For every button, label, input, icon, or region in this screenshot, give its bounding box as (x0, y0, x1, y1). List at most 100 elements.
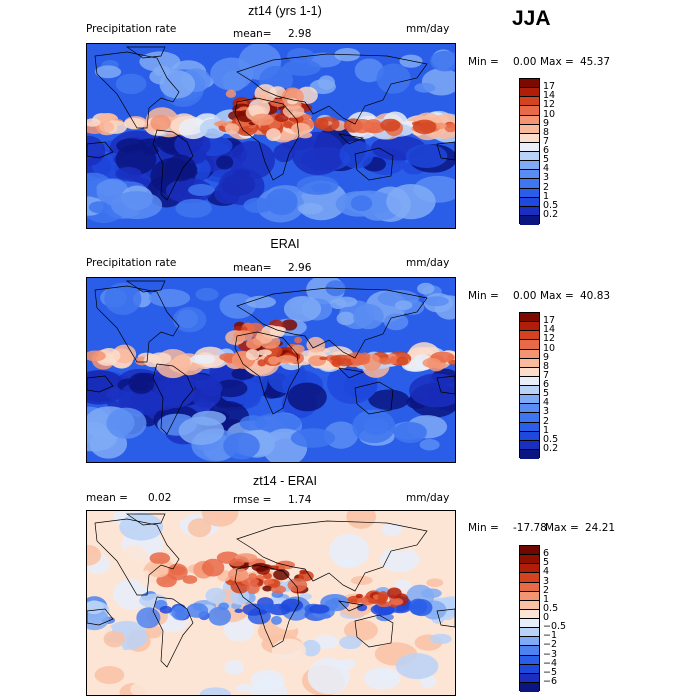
colorbar-swatch (520, 449, 539, 459)
colorbar-swatch (520, 115, 539, 125)
field-patch (287, 382, 327, 412)
field-patch (356, 597, 369, 604)
field-patch (355, 593, 363, 599)
field-patch (104, 282, 142, 315)
colorbar-tick-label: 14 (543, 324, 556, 336)
colorbar-tick-label: 3 (543, 172, 550, 184)
panel2-max-label: Max = (540, 290, 574, 302)
field-patch (363, 667, 401, 690)
panel3-min-label: Min = (468, 522, 499, 534)
field-patch (159, 70, 196, 99)
coastline (87, 375, 114, 393)
field-patch (378, 357, 392, 365)
coastline (236, 53, 428, 125)
colorbar-swatch (520, 682, 539, 692)
panel2-field-label: Precipitation rate (86, 257, 177, 269)
colorbar-tick-label: 5 (543, 388, 550, 400)
colorbar-tick-label: −3 (543, 648, 558, 660)
coastline (337, 133, 365, 145)
colorbar-swatch (520, 582, 539, 592)
field-patch (417, 282, 435, 295)
field-patch (299, 569, 308, 575)
field-patch (422, 358, 442, 368)
field-patch (186, 603, 209, 618)
coastline (94, 518, 180, 596)
field-patch (394, 300, 413, 311)
panel3-rmse-value: 1.74 (288, 494, 312, 506)
coastline (152, 596, 194, 668)
colorbar-tick-label: 3 (543, 575, 550, 587)
panel1-field-label: Precipitation rate (86, 23, 177, 35)
field-patch (224, 123, 240, 134)
colorbar-tick-label: 4 (543, 397, 550, 409)
colorbar-swatch (520, 179, 539, 189)
colorbar-tick-label: 12 (543, 99, 556, 111)
field-patch (233, 330, 254, 341)
coastline (94, 51, 180, 129)
colorbar-tick-label: 0 (543, 612, 550, 623)
field-patch (282, 59, 321, 76)
colorbar-swatch (520, 386, 539, 396)
field-patch (291, 131, 345, 176)
colorbar-swatch (520, 628, 539, 638)
field-patch (350, 575, 373, 585)
field-patch (256, 609, 268, 615)
colorbar-swatches (519, 545, 540, 692)
colorbar-tick-label: 5 (543, 154, 550, 166)
field-patch (106, 407, 147, 439)
field-patch (395, 653, 439, 680)
field-patch (393, 422, 427, 444)
field-patch (245, 295, 276, 309)
colorbar-swatch (520, 404, 539, 414)
field-patch (223, 432, 260, 460)
panel1-min-label: Min = (468, 56, 499, 68)
field-patch (266, 128, 281, 142)
field-patch (218, 602, 230, 611)
colorbar-tick-label: 2 (543, 584, 550, 596)
field-patch (228, 567, 249, 582)
colorbar-swatch (520, 340, 539, 350)
panel1-units: mm/day (406, 23, 450, 35)
field-patch (257, 349, 272, 356)
field-patch (409, 373, 455, 408)
field-patch (87, 544, 102, 566)
field-patch (290, 428, 336, 448)
colorbar-swatch (520, 673, 539, 683)
field-patch (429, 633, 452, 645)
coastline (234, 331, 300, 415)
field-patch (130, 381, 149, 392)
field-patch (119, 513, 164, 541)
field-patch (130, 681, 155, 695)
field-patch (230, 588, 250, 605)
colorbar-swatch (520, 573, 539, 583)
colorbar-swatch (520, 106, 539, 116)
panel2-map (86, 277, 456, 463)
panel1-map (86, 43, 456, 229)
colorbar-tick-label: 3 (543, 406, 550, 418)
colorbar-swatches (519, 312, 540, 459)
field-patch (283, 295, 322, 322)
field-patch (380, 118, 401, 132)
field-patch (309, 604, 330, 614)
colorbar-swatch (520, 619, 539, 629)
field-patch (339, 635, 362, 650)
field-patch (88, 201, 110, 214)
colorbar-swatch (520, 133, 539, 143)
field-patch (218, 168, 265, 205)
field-patch (346, 511, 377, 529)
field-patch (149, 552, 171, 565)
coastline (125, 513, 166, 526)
field-patch (377, 591, 389, 601)
panel3-map (86, 510, 456, 696)
colorbar-swatch (520, 600, 539, 610)
field-patch (201, 558, 225, 577)
colorbar-swatch (520, 197, 539, 207)
field-patch (224, 660, 244, 675)
colorbar-swatch (520, 655, 539, 665)
colorbar-swatch (520, 142, 539, 152)
field-patch (376, 63, 411, 94)
field-patch (201, 511, 239, 527)
panel2-min-value: 0.00 (513, 290, 537, 302)
field-patch (268, 565, 279, 570)
field-patch (370, 603, 395, 616)
